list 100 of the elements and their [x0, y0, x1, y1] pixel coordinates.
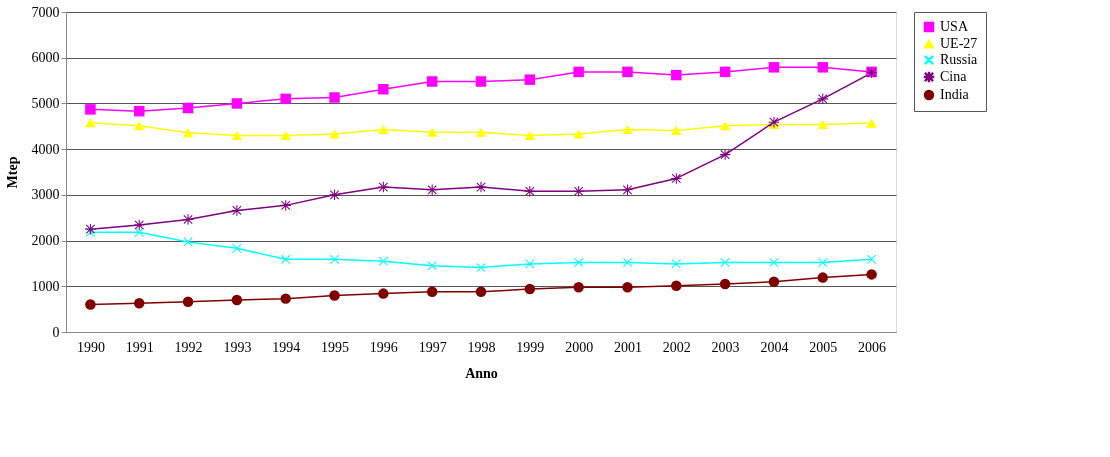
point — [719, 278, 731, 290]
point — [866, 118, 877, 128]
point — [378, 288, 389, 299]
point — [524, 74, 536, 85]
point — [817, 119, 829, 129]
point — [426, 127, 438, 137]
point — [671, 125, 682, 135]
point — [622, 184, 633, 196]
point — [817, 272, 829, 283]
point — [329, 129, 340, 139]
point — [182, 296, 194, 308]
y-tick-label: 0 — [52, 324, 60, 340]
x-tick-label: 1995 — [321, 339, 350, 355]
point — [182, 128, 194, 138]
point — [329, 290, 340, 301]
point — [232, 243, 242, 253]
point — [671, 280, 682, 292]
point — [622, 124, 633, 135]
legend-label: Cina — [940, 69, 968, 84]
x-tick-label: 2003 — [711, 339, 740, 355]
point — [133, 297, 145, 309]
point — [378, 256, 388, 266]
point — [378, 84, 389, 95]
point — [475, 286, 487, 298]
point — [426, 76, 438, 87]
x-tick-label: 2005 — [809, 339, 838, 355]
legend-label: India — [940, 87, 970, 102]
point — [476, 262, 486, 273]
point — [622, 281, 633, 293]
point — [85, 118, 96, 128]
y-axis-title: Mtep — [4, 156, 20, 189]
point — [525, 259, 535, 269]
x-tick-label: 1992 — [174, 339, 203, 355]
x-tick-label: 1990 — [76, 339, 105, 355]
point — [280, 200, 291, 211]
y-tick-label: 3000 — [31, 187, 60, 203]
point — [378, 124, 389, 135]
point — [719, 66, 731, 78]
point — [866, 269, 877, 280]
x-tick-label: 1994 — [272, 339, 301, 355]
point — [768, 276, 780, 287]
point — [671, 69, 682, 81]
point — [817, 62, 829, 73]
point — [671, 173, 682, 184]
point — [280, 293, 291, 304]
point — [231, 130, 243, 140]
y-tick-label: 4000 — [31, 141, 60, 157]
point — [671, 259, 681, 269]
legend-label: USA — [940, 19, 969, 34]
point — [280, 130, 291, 140]
x-tick-label: 2001 — [613, 339, 642, 355]
point — [329, 189, 340, 201]
x-tick-label: 1997 — [418, 339, 447, 355]
x-tick-label: 1996 — [369, 339, 398, 355]
point — [280, 93, 291, 105]
point — [182, 102, 194, 114]
point — [231, 98, 243, 109]
point — [85, 104, 96, 115]
point — [573, 129, 584, 139]
point — [427, 261, 437, 271]
y-tick-label: 6000 — [31, 50, 60, 66]
legend-label: UE-27 — [940, 36, 978, 51]
point — [573, 66, 584, 78]
point — [329, 92, 340, 103]
x-tick-label: 2004 — [760, 339, 789, 355]
point — [475, 127, 487, 137]
point — [426, 286, 438, 298]
point — [818, 257, 828, 268]
point — [133, 105, 145, 117]
point — [85, 299, 96, 310]
point — [867, 254, 877, 264]
point — [475, 76, 487, 87]
x-tick-label: 1993 — [223, 339, 252, 355]
point — [231, 294, 243, 306]
point — [524, 130, 536, 140]
point — [768, 62, 780, 73]
y-tick-label: 2000 — [31, 233, 60, 249]
point — [182, 214, 194, 225]
point — [573, 281, 584, 293]
point — [719, 121, 731, 131]
point — [281, 254, 291, 264]
point — [720, 257, 730, 268]
legend-label: Russia — [940, 52, 979, 67]
x-tick-label: 2002 — [662, 339, 691, 355]
point — [133, 121, 145, 131]
point — [622, 66, 633, 78]
x-tick-label: 1991 — [125, 339, 154, 355]
y-tick-label: 1000 — [31, 278, 60, 294]
point — [85, 223, 96, 235]
x-tick-label: 2006 — [858, 339, 887, 355]
x-tick-label: 1998 — [467, 339, 496, 355]
point — [231, 205, 243, 216]
point — [769, 257, 779, 268]
point — [378, 181, 389, 193]
x-axis-title: Anno — [465, 365, 498, 381]
y-tick-label: 5000 — [31, 95, 60, 111]
x-tick-label: 1999 — [516, 339, 545, 355]
x-tick-label: 2000 — [565, 339, 594, 355]
point — [719, 149, 731, 160]
y-tick-label: 7000 — [31, 4, 60, 20]
